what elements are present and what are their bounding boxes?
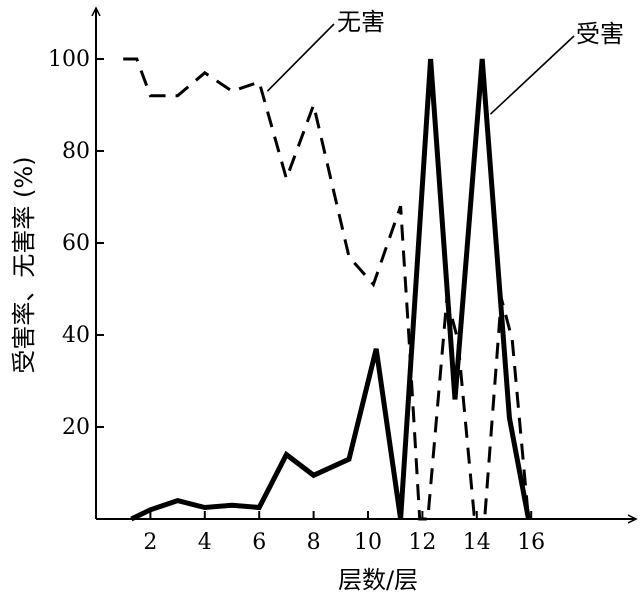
series-layer: [123, 57, 531, 522]
x-tick-label-10: 10: [354, 530, 382, 555]
x-tick-label-16: 16: [517, 530, 545, 555]
y-tick-label-60: 60: [62, 231, 90, 256]
x-tick-label-6: 6: [252, 530, 266, 555]
y-tick-label-80: 80: [62, 139, 90, 164]
leader-line-damaged: [489, 35, 575, 115]
leader-line-harmless: [266, 23, 335, 92]
y-tick-label-20: 20: [62, 415, 90, 440]
x-tick-label-4: 4: [198, 530, 212, 555]
x-axis-title: 层数/层: [338, 566, 418, 594]
x-tick-label-12: 12: [408, 530, 436, 555]
y-tick-label-40: 40: [62, 323, 90, 348]
x-tick-label-14: 14: [463, 530, 491, 555]
series-line-harmless: [123, 57, 530, 521]
x-tick-label-8: 8: [307, 530, 321, 555]
x-tick-label-2: 2: [143, 530, 157, 555]
y-tick-label-100: 100: [48, 47, 90, 72]
y-axis-title: 受害率、无害率 (%): [10, 156, 38, 373]
labels-layer: 无害 受害: [266, 8, 624, 115]
series-label-damaged: 受害: [576, 20, 624, 48]
series-line-damaged: [130, 58, 531, 522]
axes: 20 40 60 80 100 2 4 6 8 10 12 14 16: [48, 8, 636, 555]
series-label-harmless: 无害: [337, 8, 385, 36]
